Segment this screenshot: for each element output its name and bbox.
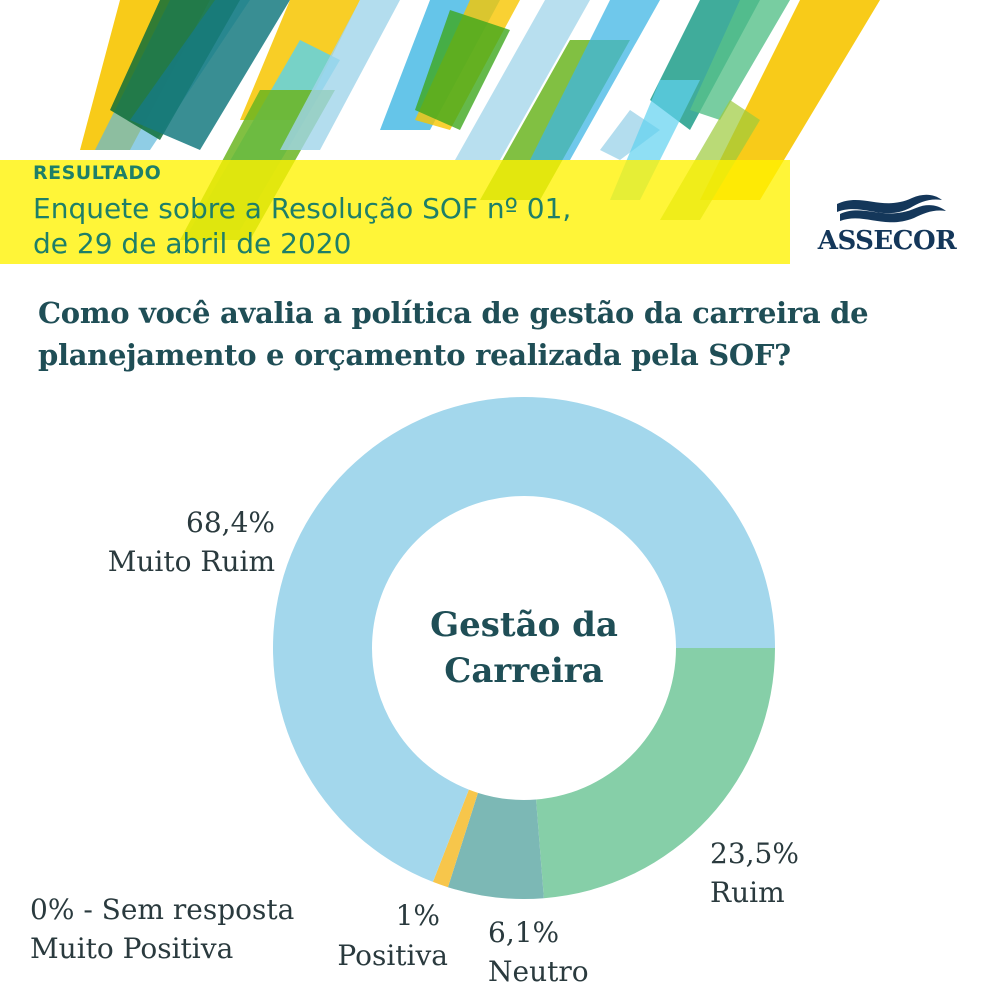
sem-resposta-label-line-1: 0% - Sem resposta <box>30 893 294 926</box>
slice-positiva <box>432 789 478 888</box>
banner-yellow-band <box>0 160 790 264</box>
ruim-name-label: Ruim <box>710 876 785 909</box>
header-banner <box>0 0 1000 270</box>
wave-logo-icon <box>837 194 946 223</box>
assecor-logo: ASSECOR <box>812 190 962 265</box>
question-line-2: planejamento e orçamento realizada pela … <box>38 338 791 372</box>
donut-slices <box>273 397 776 899</box>
subtitle-line-1: Enquete sobre a Resolução SOF nº 01, <box>33 192 572 225</box>
stripe-group <box>80 0 880 240</box>
logo-text: ASSECOR <box>817 226 957 256</box>
subtitle-line-2: de 29 de abril de 2020 <box>33 227 352 260</box>
neutro-pct-label: 6,1% <box>488 916 559 949</box>
slice-ruim <box>536 648 776 899</box>
center-title-line-2: Carreira <box>444 651 603 691</box>
sem-resposta-label-line-2: Muito Positiva <box>30 932 233 965</box>
slice-neutro <box>447 792 544 899</box>
positiva-pct-label: 1% <box>396 899 440 932</box>
muito-ruim-pct-label: 68,4% <box>186 506 275 539</box>
center-title-line-1: Gestão da <box>430 605 618 645</box>
slice-muito-ruim <box>273 397 776 882</box>
neutro-name-label: Neutro <box>488 955 589 988</box>
result-label: RESULTADO <box>33 162 162 184</box>
ruim-pct-label: 23,5% <box>710 837 799 870</box>
muito-ruim-name-label: Muito Ruim <box>108 545 275 578</box>
question-line-1: Como você avalia a política de gestão da… <box>38 296 869 330</box>
positiva-name-label: Positiva <box>337 939 448 972</box>
decorative-stripes <box>0 0 880 264</box>
